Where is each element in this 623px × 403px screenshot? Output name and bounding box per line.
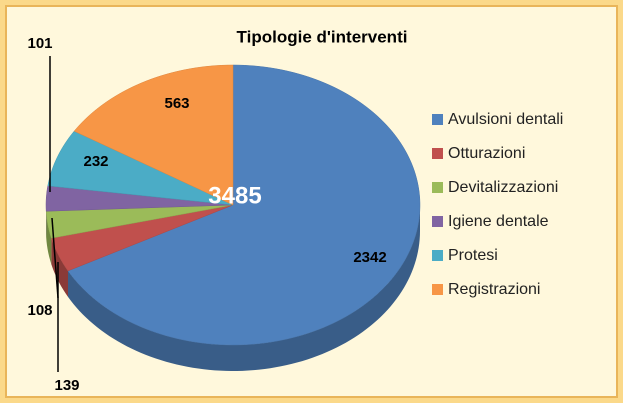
total-label: 3485 — [208, 182, 261, 209]
slice — [50, 204, 234, 272]
slice-side — [46, 211, 52, 265]
data-label: 108 — [27, 302, 52, 319]
slice-side — [67, 205, 421, 371]
legend-swatch — [432, 250, 443, 261]
slice — [67, 64, 421, 346]
data-label: 232 — [83, 153, 108, 170]
legend-label: Devitalizzazioni — [448, 179, 558, 196]
data-label: 563 — [164, 95, 189, 112]
legend-swatch — [432, 216, 443, 227]
legend-label: Igiene dentale — [448, 213, 549, 230]
legend-label: Avulsioni dentali — [448, 111, 563, 128]
legend-swatch — [432, 182, 443, 193]
legend-swatch — [432, 114, 443, 125]
legend-label: Otturazioni — [448, 145, 525, 162]
data-label: 139 — [54, 377, 79, 394]
data-label: 2342 — [353, 249, 386, 266]
slice — [45, 204, 234, 239]
data-label: 101 — [27, 35, 52, 52]
slice-side — [51, 238, 68, 297]
slice — [73, 64, 234, 206]
chart-title: Tipologie d'interventi — [237, 27, 408, 46]
legend-label: Protesi — [448, 247, 498, 264]
leader-line — [51, 217, 59, 299]
legend-swatch — [432, 148, 443, 159]
legend-label: Registrazioni — [448, 281, 540, 298]
legend-swatch — [432, 284, 443, 295]
slice — [45, 185, 234, 212]
